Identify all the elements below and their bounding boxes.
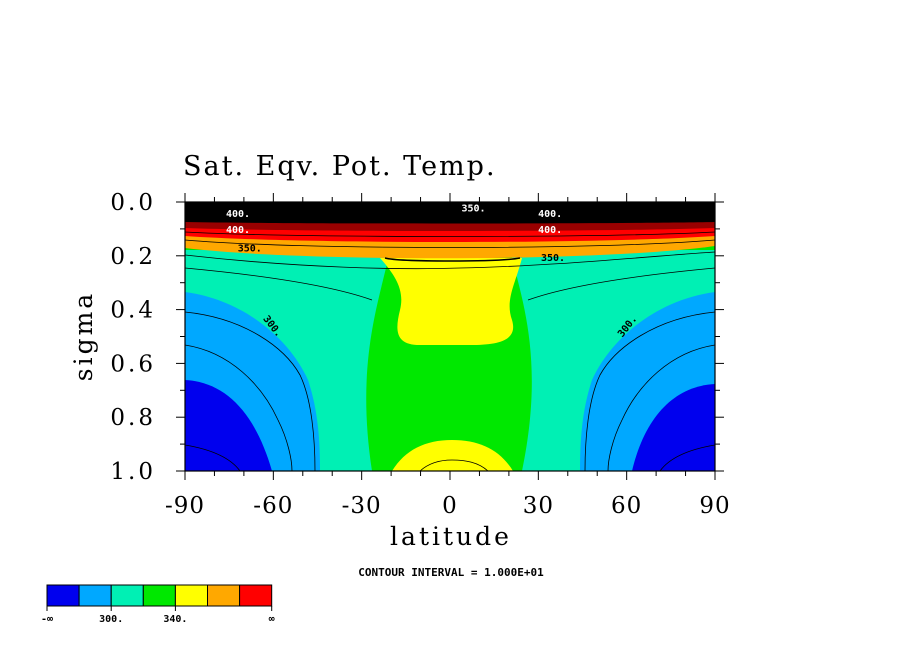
contour-line <box>185 311 316 471</box>
y-tick-label: 0.0 <box>110 190 156 216</box>
y-tick-label: 1.0 <box>110 459 156 485</box>
contour-label: 400. <box>226 209 250 220</box>
contour-line <box>185 444 715 471</box>
contour-interval-label: CONTOUR INTERVAL = 1.000E+01 <box>358 566 544 579</box>
x-tick-label: -60 <box>253 493 293 519</box>
colorbar-swatch <box>239 584 273 607</box>
y-tick-labels: 0.0 0.2 0.4 0.6 0.8 1.0 <box>110 190 156 485</box>
x-tick-label: -30 <box>342 493 382 519</box>
contour-line <box>607 344 715 471</box>
contour-label: 400. <box>226 225 250 236</box>
x-tick-label: -90 <box>165 493 205 519</box>
x-tick-label: 30 <box>523 493 554 519</box>
axis-ticks <box>176 193 724 480</box>
x-tick-labels: -90 -60 -30 0 30 60 90 <box>165 493 730 519</box>
colorbar-swatch <box>110 584 144 607</box>
colorbar-swatch <box>142 584 176 607</box>
contour-label: 350. <box>462 203 486 214</box>
y-tick-label: 0.8 <box>110 405 156 431</box>
contour-labels: 350.350.300. 300.400.400.400.400.350. <box>226 203 640 339</box>
contour-band-dark_blue <box>632 384 715 471</box>
contour-label: 350. <box>541 253 565 264</box>
contour-field <box>185 202 715 471</box>
contour-line <box>584 311 715 471</box>
x-tick-label: 0 <box>442 493 458 519</box>
contour-band-yellow <box>380 258 522 345</box>
colorbar-swatch <box>174 584 208 607</box>
contour-label: 350. <box>238 244 262 255</box>
contour-line <box>185 267 715 301</box>
contour-line <box>185 344 293 471</box>
colorbar-label: 300. <box>99 614 123 625</box>
contour-label: 400. <box>538 209 562 220</box>
contour-line <box>419 459 489 471</box>
colorbar-swatch <box>207 584 241 607</box>
colorbar-label: 340. <box>163 614 187 625</box>
y-tick-label: 0.2 <box>110 244 156 270</box>
y-tick-label: 0.6 <box>110 351 156 377</box>
colorbar-swatch <box>78 584 112 607</box>
y-axis-label: sigma <box>69 291 98 381</box>
x-tick-label: 90 <box>699 493 730 519</box>
contour-band-yellow <box>392 440 513 471</box>
x-tick-label: 60 <box>611 493 642 519</box>
contour-line <box>185 251 715 270</box>
x-axis-label: latitude <box>390 522 512 551</box>
y-tick-label: 0.4 <box>110 298 156 324</box>
contour-label: 400. <box>538 225 562 236</box>
contour-band-dark_blue <box>185 380 272 471</box>
contour-line <box>185 231 715 248</box>
contour-lines <box>185 231 715 471</box>
contour-line <box>384 257 521 262</box>
chart-title: Sat. Eqv. Pot. Temp. <box>183 151 497 182</box>
contour-band-black <box>185 202 715 224</box>
colorbar: -∞ 300. 340. ∞ <box>41 584 275 625</box>
colorbar-swatch <box>46 584 80 607</box>
colorbar-label: -∞ <box>41 614 53 625</box>
colorbar-label: ∞ <box>269 614 275 625</box>
